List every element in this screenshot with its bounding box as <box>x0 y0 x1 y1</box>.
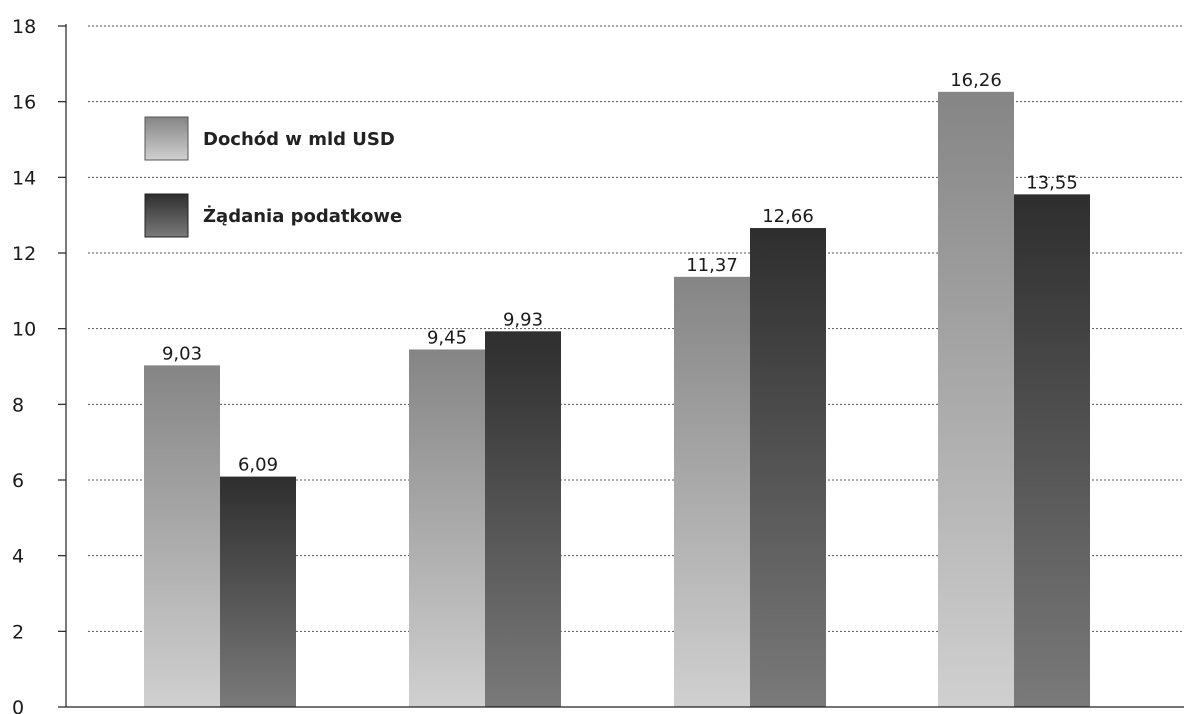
data-label: 16,26 <box>950 70 1002 91</box>
y-tick-label: 10 <box>12 319 36 341</box>
data-label: 9,45 <box>427 327 467 348</box>
bar-income <box>938 91 1014 707</box>
y-tick-label: 14 <box>12 167 36 189</box>
y-tick-label: 6 <box>12 470 24 492</box>
data-label: 9,03 <box>162 343 202 364</box>
data-label: 9,93 <box>503 309 543 330</box>
bar-tax <box>1014 194 1090 707</box>
legend: Dochód w mld USD Żądania podatkowe <box>144 116 402 238</box>
legend-label-income: Dochód w mld USD <box>203 129 395 150</box>
bar-tax <box>750 228 826 707</box>
y-tick-label: 8 <box>12 394 24 416</box>
data-label: 6,09 <box>238 455 278 476</box>
bar-income <box>144 365 220 707</box>
bar-income <box>409 349 485 707</box>
y-tick-label: 12 <box>12 243 36 265</box>
y-tick-label: 16 <box>12 92 36 114</box>
y-tick-label: 0 <box>12 697 24 714</box>
legend-swatch-income <box>144 116 189 161</box>
y-tick-label: 18 <box>12 16 36 38</box>
axes: 0 2 4 6 8 10 12 14 16 18 <box>12 16 1184 714</box>
bar-tax <box>485 331 561 707</box>
data-label: 13,55 <box>1026 172 1078 193</box>
data-label: 12,66 <box>762 206 814 227</box>
legend-label-tax: Żądania podatkowe <box>203 205 402 227</box>
y-tick-label: 2 <box>12 621 24 643</box>
bars-group <box>144 91 1090 707</box>
bar-tax <box>220 476 296 707</box>
data-label: 11,37 <box>686 255 738 276</box>
legend-swatch-tax <box>144 193 189 238</box>
bar-income <box>674 276 750 707</box>
data-labels-group: 9,03 9,45 11,37 16,26 6,09 9,93 12,66 13,55 <box>162 70 1078 476</box>
y-tick-label: 4 <box>12 546 24 568</box>
